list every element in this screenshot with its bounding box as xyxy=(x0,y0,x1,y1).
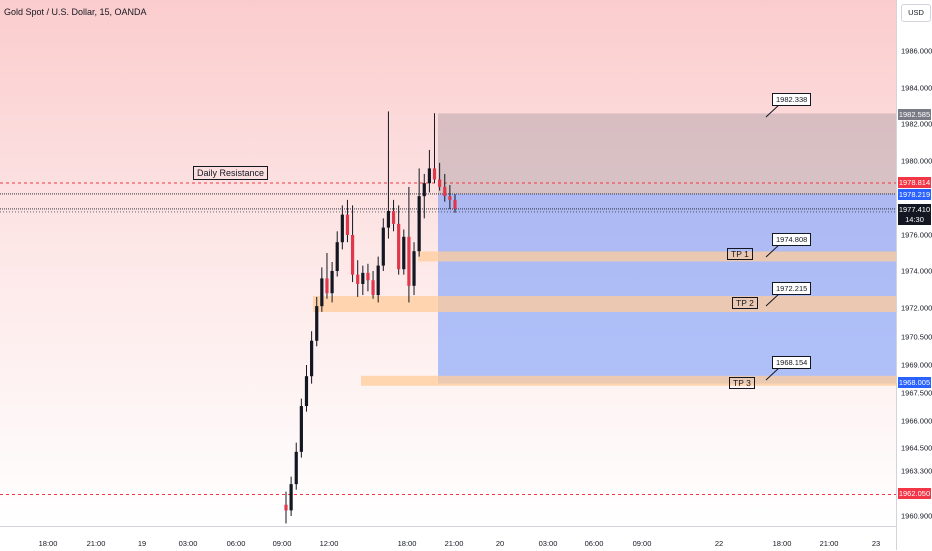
time-tick-label: 12:00 xyxy=(319,539,339,548)
price-tick-label: 1984.000 xyxy=(901,83,932,93)
time-tick-label: 09:00 xyxy=(632,539,652,548)
candle-body xyxy=(330,271,334,294)
time-tick-label: 20 xyxy=(495,539,505,548)
time-tick-label: 21:00 xyxy=(819,539,839,548)
candle-body xyxy=(417,196,421,252)
price-tick-label: 1982.000 xyxy=(901,119,932,129)
price-tick-label: 1972.000 xyxy=(901,303,932,313)
currency-selector[interactable]: USD xyxy=(901,4,931,22)
price-tick-label: 1974.000 xyxy=(901,266,932,276)
entry-price-badge: 1978.219 xyxy=(898,189,931,200)
candle-body xyxy=(422,183,426,197)
tp2-zone xyxy=(313,296,896,313)
candle-body xyxy=(427,168,431,184)
tp2-label[interactable]: TP 2 xyxy=(732,297,758,309)
last-price-badge: 1977.410 xyxy=(898,204,931,215)
candle-body xyxy=(397,223,401,270)
chart-title: Gold Spot / U.S. Dollar, 15, OANDA xyxy=(4,7,147,17)
candle-body xyxy=(432,168,437,180)
time-tick-label: 22 xyxy=(714,539,724,548)
candle-body xyxy=(402,236,406,270)
callout-target-price[interactable]: 1982.338 xyxy=(772,93,812,106)
tp1-zone xyxy=(418,251,896,262)
candle-body xyxy=(294,451,298,485)
candle-body xyxy=(453,199,457,209)
candle-body xyxy=(376,265,380,296)
price-tick-label: 1960.900 xyxy=(901,511,932,521)
time-tick-label: 03:00 xyxy=(178,539,198,548)
chart-area[interactable]: Gold Spot / U.S. Dollar, 15, OANDA Daily… xyxy=(0,0,896,526)
callout-pointer xyxy=(765,103,781,118)
candle-body xyxy=(310,340,314,377)
bar-countdown-badge: 14:30 xyxy=(898,214,931,225)
price-tick-label: 1970.500 xyxy=(901,332,932,342)
time-tick-label: 18:00 xyxy=(38,539,58,548)
candle-body xyxy=(315,306,319,341)
price-tick-label: 1963.300 xyxy=(901,466,932,476)
time-axis[interactable]: 18:00 21:00 19 03:00 06:00 09:00 12:00 18:00 21:… xyxy=(0,526,896,551)
callout-tp1-price[interactable]: 1974.808 xyxy=(772,233,812,246)
time-tick-label: 03:00 xyxy=(538,539,558,548)
candle-body xyxy=(325,278,329,294)
time-tick-label: 06:00 xyxy=(584,539,604,548)
target-price-badge: 1982.585 xyxy=(898,109,931,120)
price-tick-label: 1980.000 xyxy=(901,156,932,166)
candle-body xyxy=(412,251,416,286)
candle-body xyxy=(443,186,447,197)
candle-body xyxy=(350,235,355,275)
time-tick-label: 21:00 xyxy=(444,539,464,548)
price-tick-label: 1966.000 xyxy=(901,416,932,426)
candle-body xyxy=(289,484,293,511)
candle-body xyxy=(304,376,309,407)
tp3-label[interactable]: TP 3 xyxy=(729,377,755,389)
time-tick-label: 21:00 xyxy=(86,539,106,548)
candle-body xyxy=(366,272,370,281)
candle-body xyxy=(284,504,288,511)
candle-body xyxy=(299,406,303,452)
time-tick-label: 06:00 xyxy=(226,539,246,548)
candle-body xyxy=(407,236,411,286)
position-zone xyxy=(438,193,896,384)
time-tick-label: 18:00 xyxy=(397,539,417,548)
candle-body xyxy=(345,214,350,235)
price-tick-label: 1986.000 xyxy=(901,46,932,56)
callout-pointer xyxy=(765,292,781,307)
candle-body xyxy=(340,214,344,243)
tp1-label[interactable]: TP 1 xyxy=(727,248,753,260)
callout-tp3-price[interactable]: 1968.154 xyxy=(772,356,812,369)
target-zone xyxy=(438,113,896,194)
time-tick-label: 09:00 xyxy=(272,539,292,548)
candle-body xyxy=(320,278,324,307)
time-tick-label: 23 xyxy=(871,539,881,548)
candle-body xyxy=(356,274,360,284)
time-tick-label: 19 xyxy=(137,539,147,548)
callout-tp2-price[interactable]: 1972.215 xyxy=(772,282,812,295)
candle-body xyxy=(448,196,452,200)
price-tick-label: 1967.500 xyxy=(901,388,932,398)
candle-body xyxy=(361,272,365,284)
candle-body xyxy=(381,227,385,266)
price-tick-label: 1976.000 xyxy=(901,230,932,240)
candle-body xyxy=(371,280,375,296)
callout-pointer xyxy=(765,243,781,258)
chart-canvas xyxy=(0,103,896,524)
stop-price-badge: 1968.005 xyxy=(898,377,931,388)
time-tick-label: 18:00 xyxy=(772,539,792,548)
candle-body xyxy=(386,210,391,228)
resistance-price-badge: 1978.814 xyxy=(898,177,931,188)
candle-body xyxy=(438,179,442,187)
callout-pointer xyxy=(765,366,781,381)
candle-body xyxy=(391,210,396,224)
candle-body xyxy=(335,242,339,271)
price-tick-label: 1964.500 xyxy=(901,443,932,453)
price-scale[interactable]: USD 1986.000 1984.000 1982.000 1980.000 1976… xyxy=(896,0,932,550)
support-price-badge: 1962.050 xyxy=(898,488,931,499)
daily-resistance-label[interactable]: Daily Resistance xyxy=(193,166,269,180)
tp3-zone xyxy=(361,375,896,386)
price-tick-label: 1969.000 xyxy=(901,360,932,370)
